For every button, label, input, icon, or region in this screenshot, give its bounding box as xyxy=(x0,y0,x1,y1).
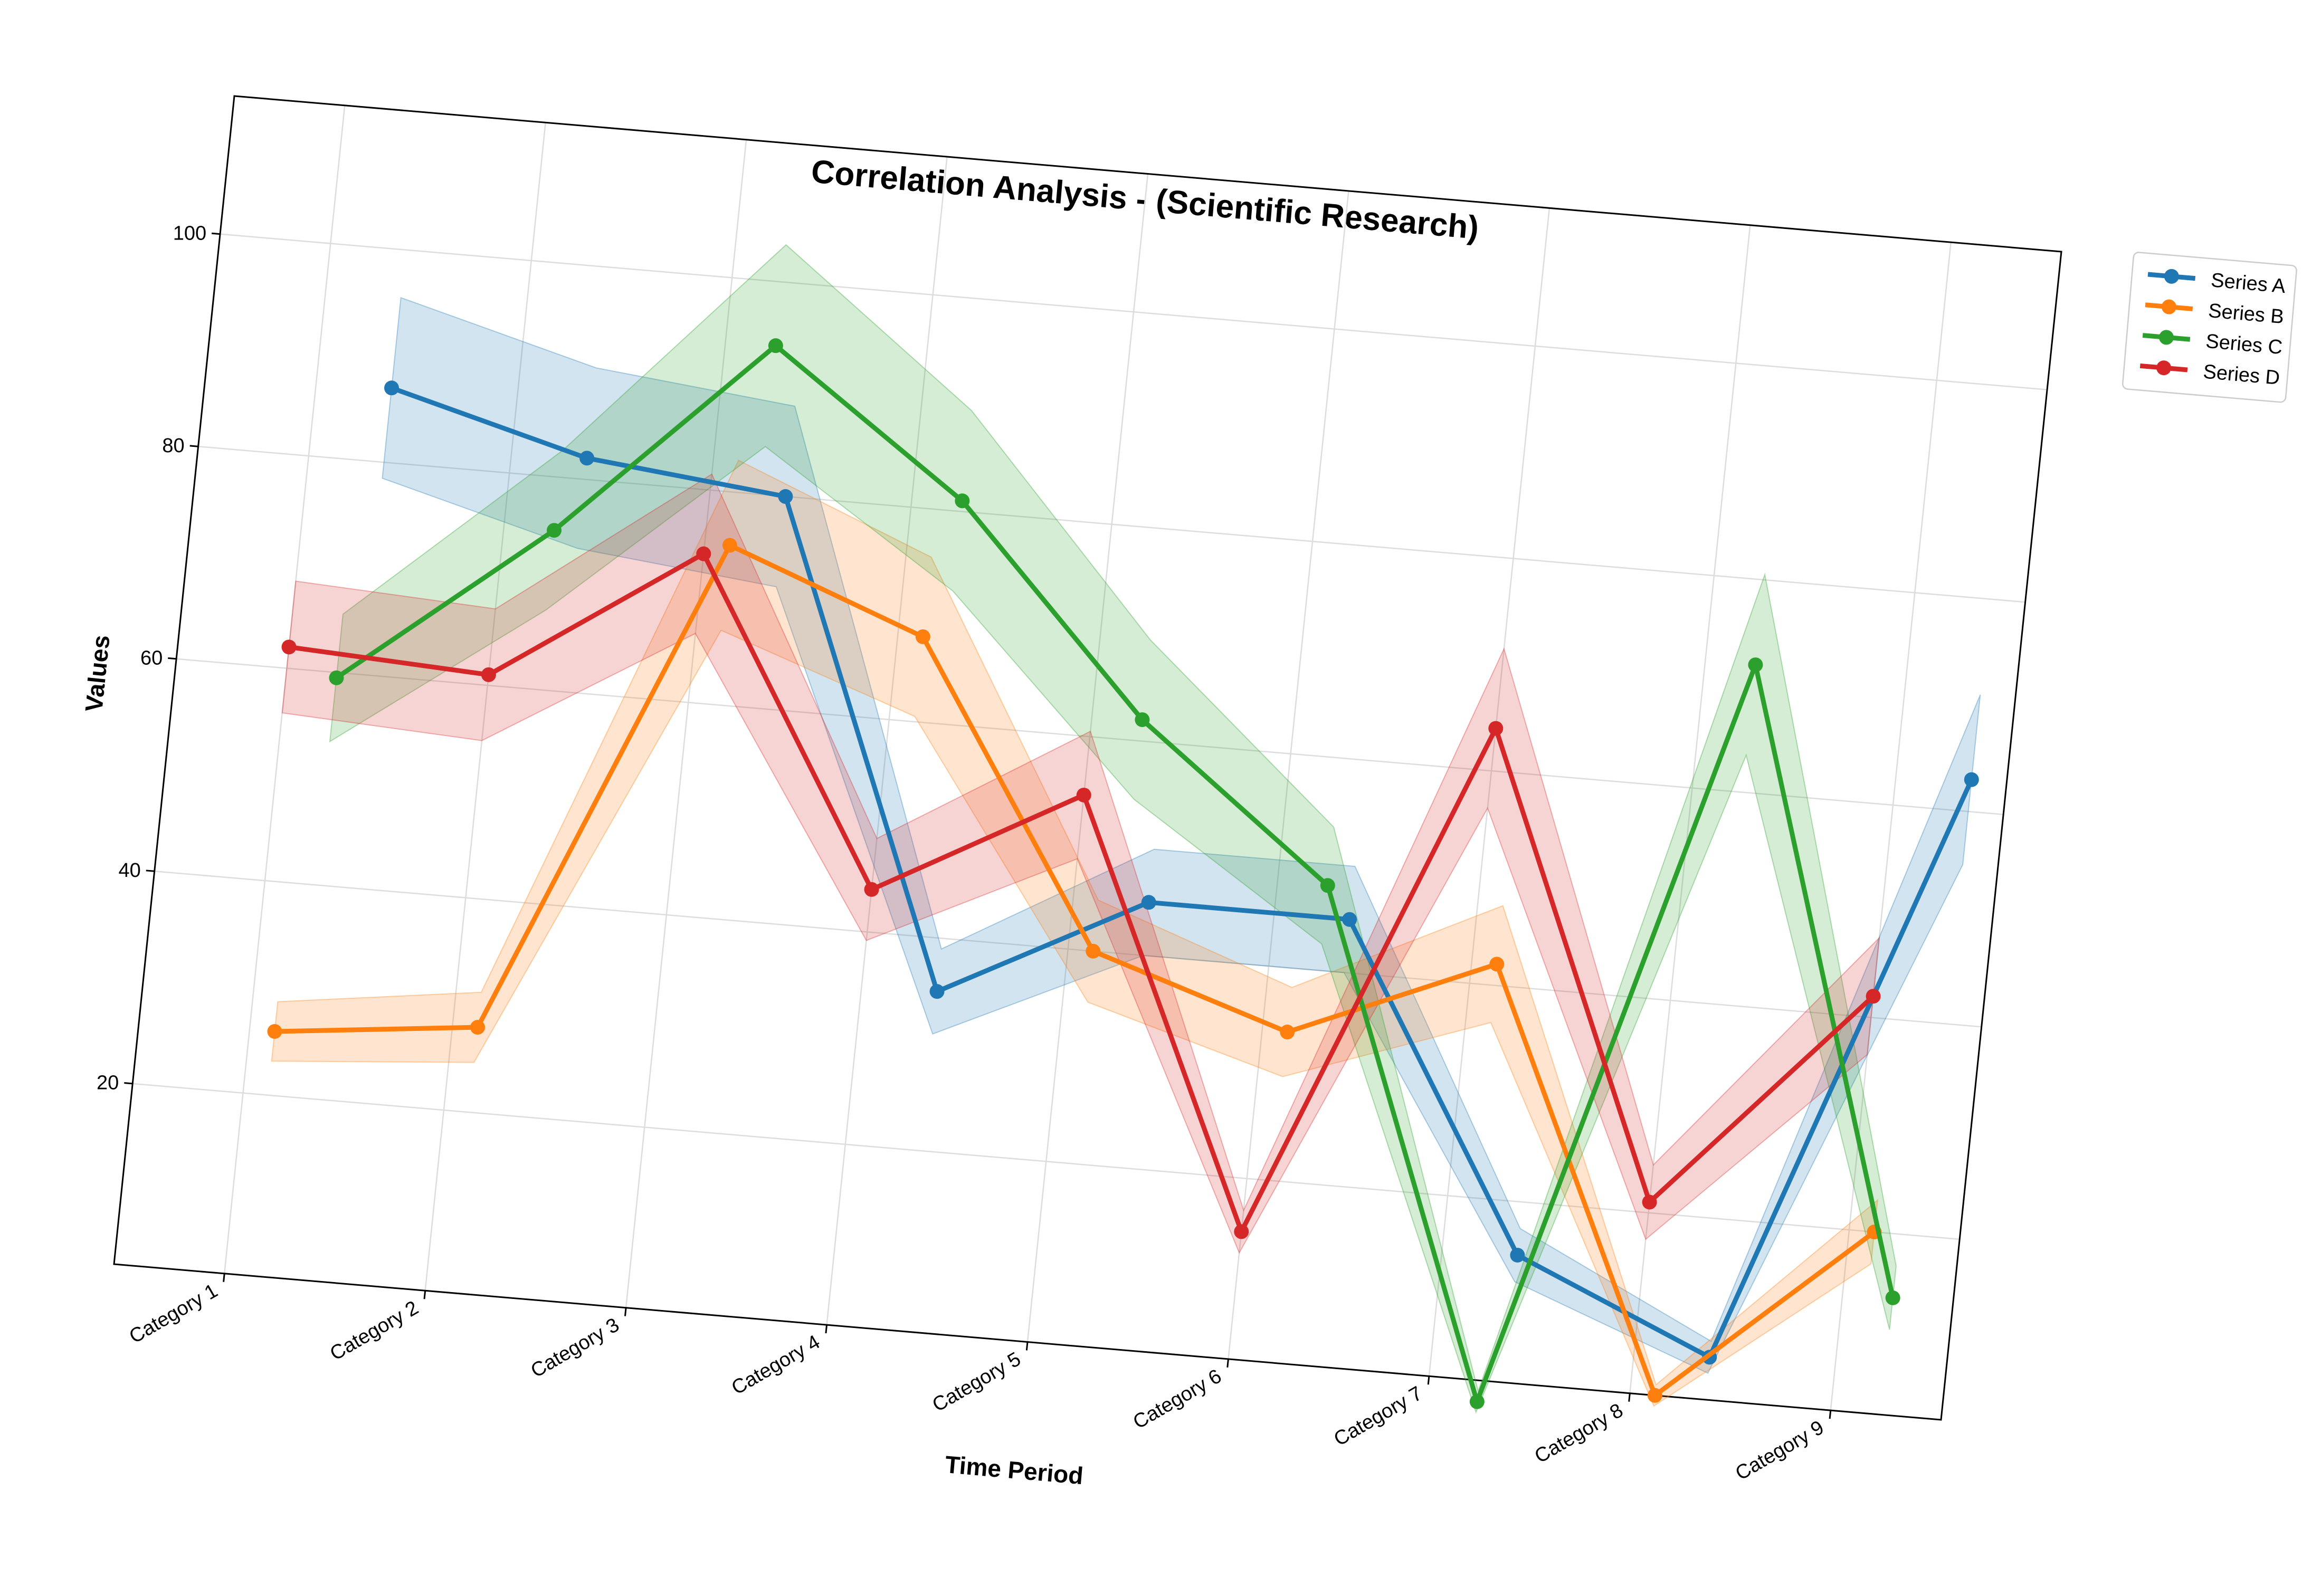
data-point xyxy=(1086,943,1101,959)
x-tick-label: Category 8 xyxy=(1531,1399,1627,1468)
data-point xyxy=(768,338,783,353)
data-point xyxy=(722,538,737,553)
data-point xyxy=(955,493,970,509)
data-point xyxy=(1135,712,1150,728)
data-point xyxy=(1510,1247,1525,1263)
data-point xyxy=(1489,957,1505,972)
y-tick xyxy=(211,232,221,235)
data-point xyxy=(929,984,945,999)
grid-line-x xyxy=(223,105,346,1274)
data-point xyxy=(915,629,930,644)
x-axis-title: Time Period xyxy=(944,1450,1085,1489)
data-point xyxy=(1642,1194,1657,1210)
x-tick xyxy=(624,1307,627,1316)
plot-area: 20 40 60 80 100 Category 1 Category 2 Category … xyxy=(97,95,2062,1485)
data-point xyxy=(1141,895,1156,910)
data-point xyxy=(1076,787,1091,802)
data-point xyxy=(778,489,793,504)
grid-line-x xyxy=(826,156,948,1325)
x-tick xyxy=(1025,1342,1029,1351)
x-tick-label: Category 1 xyxy=(126,1279,222,1348)
x-tick-label: Category 6 xyxy=(1129,1365,1225,1433)
data-point xyxy=(1320,878,1335,893)
y-tick-label: 60 xyxy=(140,647,163,670)
data-point xyxy=(1866,989,1881,1004)
grid-line-x xyxy=(1830,242,1952,1411)
legend-marker xyxy=(2164,269,2179,284)
data-point xyxy=(579,451,595,466)
data-point xyxy=(470,1020,486,1035)
x-tick-label: Category 3 xyxy=(527,1314,623,1382)
grid-line-x xyxy=(424,122,546,1291)
x-tick xyxy=(1226,1359,1229,1368)
confidence-band-3 xyxy=(329,244,1897,1414)
y-tick-label: 40 xyxy=(119,859,141,882)
x-tick xyxy=(223,1273,225,1282)
x-tick-label: Category 5 xyxy=(929,1348,1025,1417)
x-tick xyxy=(825,1324,828,1334)
data-point xyxy=(1469,1394,1485,1409)
data-point xyxy=(1885,1290,1900,1305)
data-point xyxy=(384,380,399,396)
x-tick xyxy=(423,1291,426,1299)
data-point xyxy=(1342,912,1357,927)
data-point xyxy=(1280,1025,1295,1040)
x-tick-label: Category 4 xyxy=(728,1331,824,1400)
data-point xyxy=(329,670,344,685)
data-point xyxy=(267,1024,282,1039)
x-tick-label: Category 7 xyxy=(1330,1382,1426,1451)
grid-line-x xyxy=(1228,190,1349,1360)
y-tick-label: 20 xyxy=(97,1072,119,1094)
data-point xyxy=(547,523,562,538)
data-point xyxy=(1748,657,1763,673)
data-point xyxy=(1234,1224,1249,1239)
data-point xyxy=(1647,1388,1662,1403)
x-tick xyxy=(1427,1376,1430,1385)
confidence-band-4 xyxy=(281,473,1880,1254)
grid-line-x xyxy=(1026,174,1149,1342)
grid-line-x xyxy=(1428,208,1550,1377)
legend-marker xyxy=(2158,330,2174,345)
plot-frame xyxy=(113,95,2062,1421)
x-tick-label: Category 9 xyxy=(1732,1417,1828,1485)
data-point xyxy=(1488,721,1504,736)
data-point xyxy=(281,639,297,655)
data-point xyxy=(1964,772,1979,787)
confidence-band-1 xyxy=(382,297,1981,1374)
x-tick-label: Category 2 xyxy=(326,1297,422,1365)
y-tick-label: 100 xyxy=(173,222,206,244)
grid-line-x xyxy=(625,139,747,1308)
data-point xyxy=(864,882,879,897)
legend-marker xyxy=(2156,360,2172,376)
data-point xyxy=(696,546,711,561)
legend-marker xyxy=(2161,299,2176,314)
x-tick xyxy=(1829,1410,1832,1419)
y-axis-title: Values xyxy=(80,634,115,713)
data-point xyxy=(481,667,496,682)
y-tick-label: 80 xyxy=(162,435,184,457)
x-tick xyxy=(1628,1393,1631,1402)
